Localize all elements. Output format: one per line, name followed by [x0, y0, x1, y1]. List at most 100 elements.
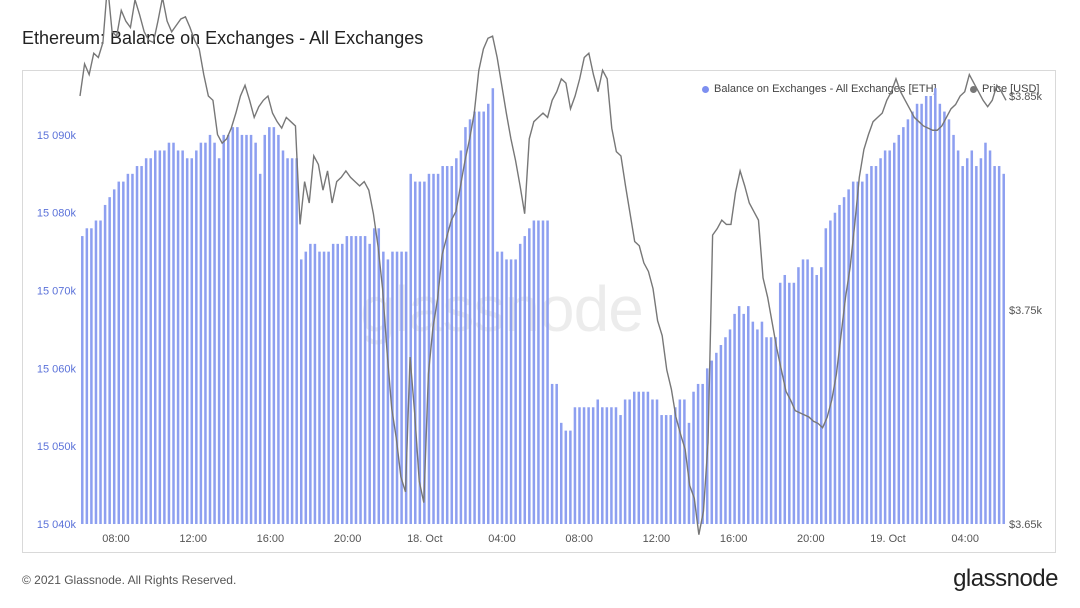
balance-bar — [660, 415, 663, 524]
balance-bar — [851, 181, 855, 524]
balance-bar — [760, 321, 764, 524]
balance-bar — [801, 259, 805, 524]
balance-bar — [322, 251, 326, 524]
balance-bar — [610, 407, 613, 524]
balance-bar — [555, 383, 558, 524]
balance-bar — [423, 181, 426, 524]
balance-bar — [550, 383, 554, 524]
balance-bar — [117, 181, 121, 524]
balance-bar — [217, 158, 221, 524]
chart-title: Ethereum: Balance on Exchanges - All Exc… — [22, 28, 424, 48]
x-axis-tick-label: 04:00 — [951, 533, 979, 545]
balance-bar — [491, 88, 495, 524]
balance-bar — [272, 127, 276, 524]
balance-bar — [870, 166, 873, 525]
balance-bar — [277, 134, 280, 524]
balance-bar — [455, 158, 458, 524]
balance-bar — [943, 111, 946, 524]
balance-bar — [386, 259, 390, 524]
left-axis-tick-label: 15 080k — [37, 208, 77, 220]
balance-bar — [719, 345, 723, 524]
balance-bar — [924, 96, 928, 524]
balance-bar — [815, 274, 818, 524]
balance-bar — [208, 134, 212, 524]
balance-bar — [906, 119, 910, 524]
balance-bar — [204, 142, 207, 524]
left-axis-tick-label: 15 050k — [37, 441, 77, 453]
left-axis-tick-label: 15 040k — [37, 519, 77, 531]
balance-bar — [614, 407, 618, 524]
balance-bar — [646, 391, 650, 524]
balance-bar — [829, 220, 832, 524]
x-axis-tick-label: 16:00 — [720, 533, 748, 545]
left-axis-tick-label: 15 090k — [37, 130, 77, 142]
balance-bar — [441, 166, 444, 525]
balance-bar — [669, 415, 672, 524]
balance-bar — [126, 173, 130, 524]
balance-bar — [637, 391, 641, 524]
balance-bar — [176, 150, 180, 524]
balance-bar — [487, 103, 490, 524]
balance-bar — [742, 313, 745, 524]
balance-bar — [523, 236, 527, 524]
balance-bar — [382, 251, 385, 524]
balance-bar — [181, 150, 184, 524]
balance-bar — [596, 399, 599, 524]
balance-bar — [450, 166, 454, 525]
balance-bar — [299, 259, 303, 524]
balance-bar — [947, 119, 951, 524]
balance-bar — [582, 407, 586, 524]
balance-bar — [979, 158, 983, 524]
legend-item-balance[interactable]: Balance on Exchanges - All Exchanges [ET… — [702, 83, 937, 95]
balance-bar — [997, 166, 1001, 525]
balance-bar — [122, 181, 125, 524]
right-axis-tick-label: $3.85k — [1009, 91, 1043, 103]
balance-bar — [240, 134, 244, 524]
x-axis-tick-label: 20:00 — [797, 533, 825, 545]
balance-bar — [537, 220, 540, 524]
price-line — [79, 0, 1007, 535]
balance-bar — [263, 134, 266, 524]
balance-bar — [687, 422, 691, 524]
x-axis-tick-label: 18. Oct — [407, 533, 442, 545]
balance-bar — [354, 236, 358, 524]
balance-bar — [861, 181, 864, 524]
balance-bar — [185, 158, 189, 524]
balance-bar — [733, 313, 736, 524]
balance-bar — [806, 259, 809, 524]
balance-bar — [81, 236, 84, 524]
balance-bar — [970, 150, 974, 524]
balance-bar — [154, 150, 157, 524]
copyright: © 2021 Glassnode. All Rights Reserved. — [22, 573, 237, 587]
balance-bar — [404, 251, 408, 524]
balance-bar — [295, 158, 298, 524]
balance-bar — [94, 220, 98, 524]
balance-bar — [651, 399, 654, 524]
balance-bar — [418, 181, 422, 524]
balance-bar — [696, 383, 700, 524]
balance-bar — [327, 251, 330, 524]
balance-bar — [892, 142, 896, 524]
balance-bar — [112, 189, 116, 524]
balance-bar — [573, 407, 577, 524]
balance-bar — [167, 142, 171, 524]
balance-bar — [131, 173, 134, 524]
balance-bar — [236, 127, 239, 524]
balance-bar — [883, 150, 887, 524]
x-axis-tick-label: 20:00 — [334, 533, 362, 545]
balance-bar — [833, 212, 837, 525]
balance-bar — [559, 422, 563, 524]
balance-bar — [632, 391, 636, 524]
balance-bar — [915, 103, 919, 524]
balance-bar — [445, 166, 449, 525]
balance-bar — [820, 267, 823, 524]
balance-bar — [518, 243, 522, 524]
x-axis-tick-label: 16:00 — [257, 533, 285, 545]
balance-bar — [874, 166, 878, 525]
balance-bar — [737, 306, 741, 524]
balance-bar — [902, 127, 905, 524]
balance-bar — [268, 127, 271, 524]
balance-bar — [427, 173, 431, 524]
balance-bar — [304, 251, 308, 524]
balance-bar — [391, 251, 394, 524]
